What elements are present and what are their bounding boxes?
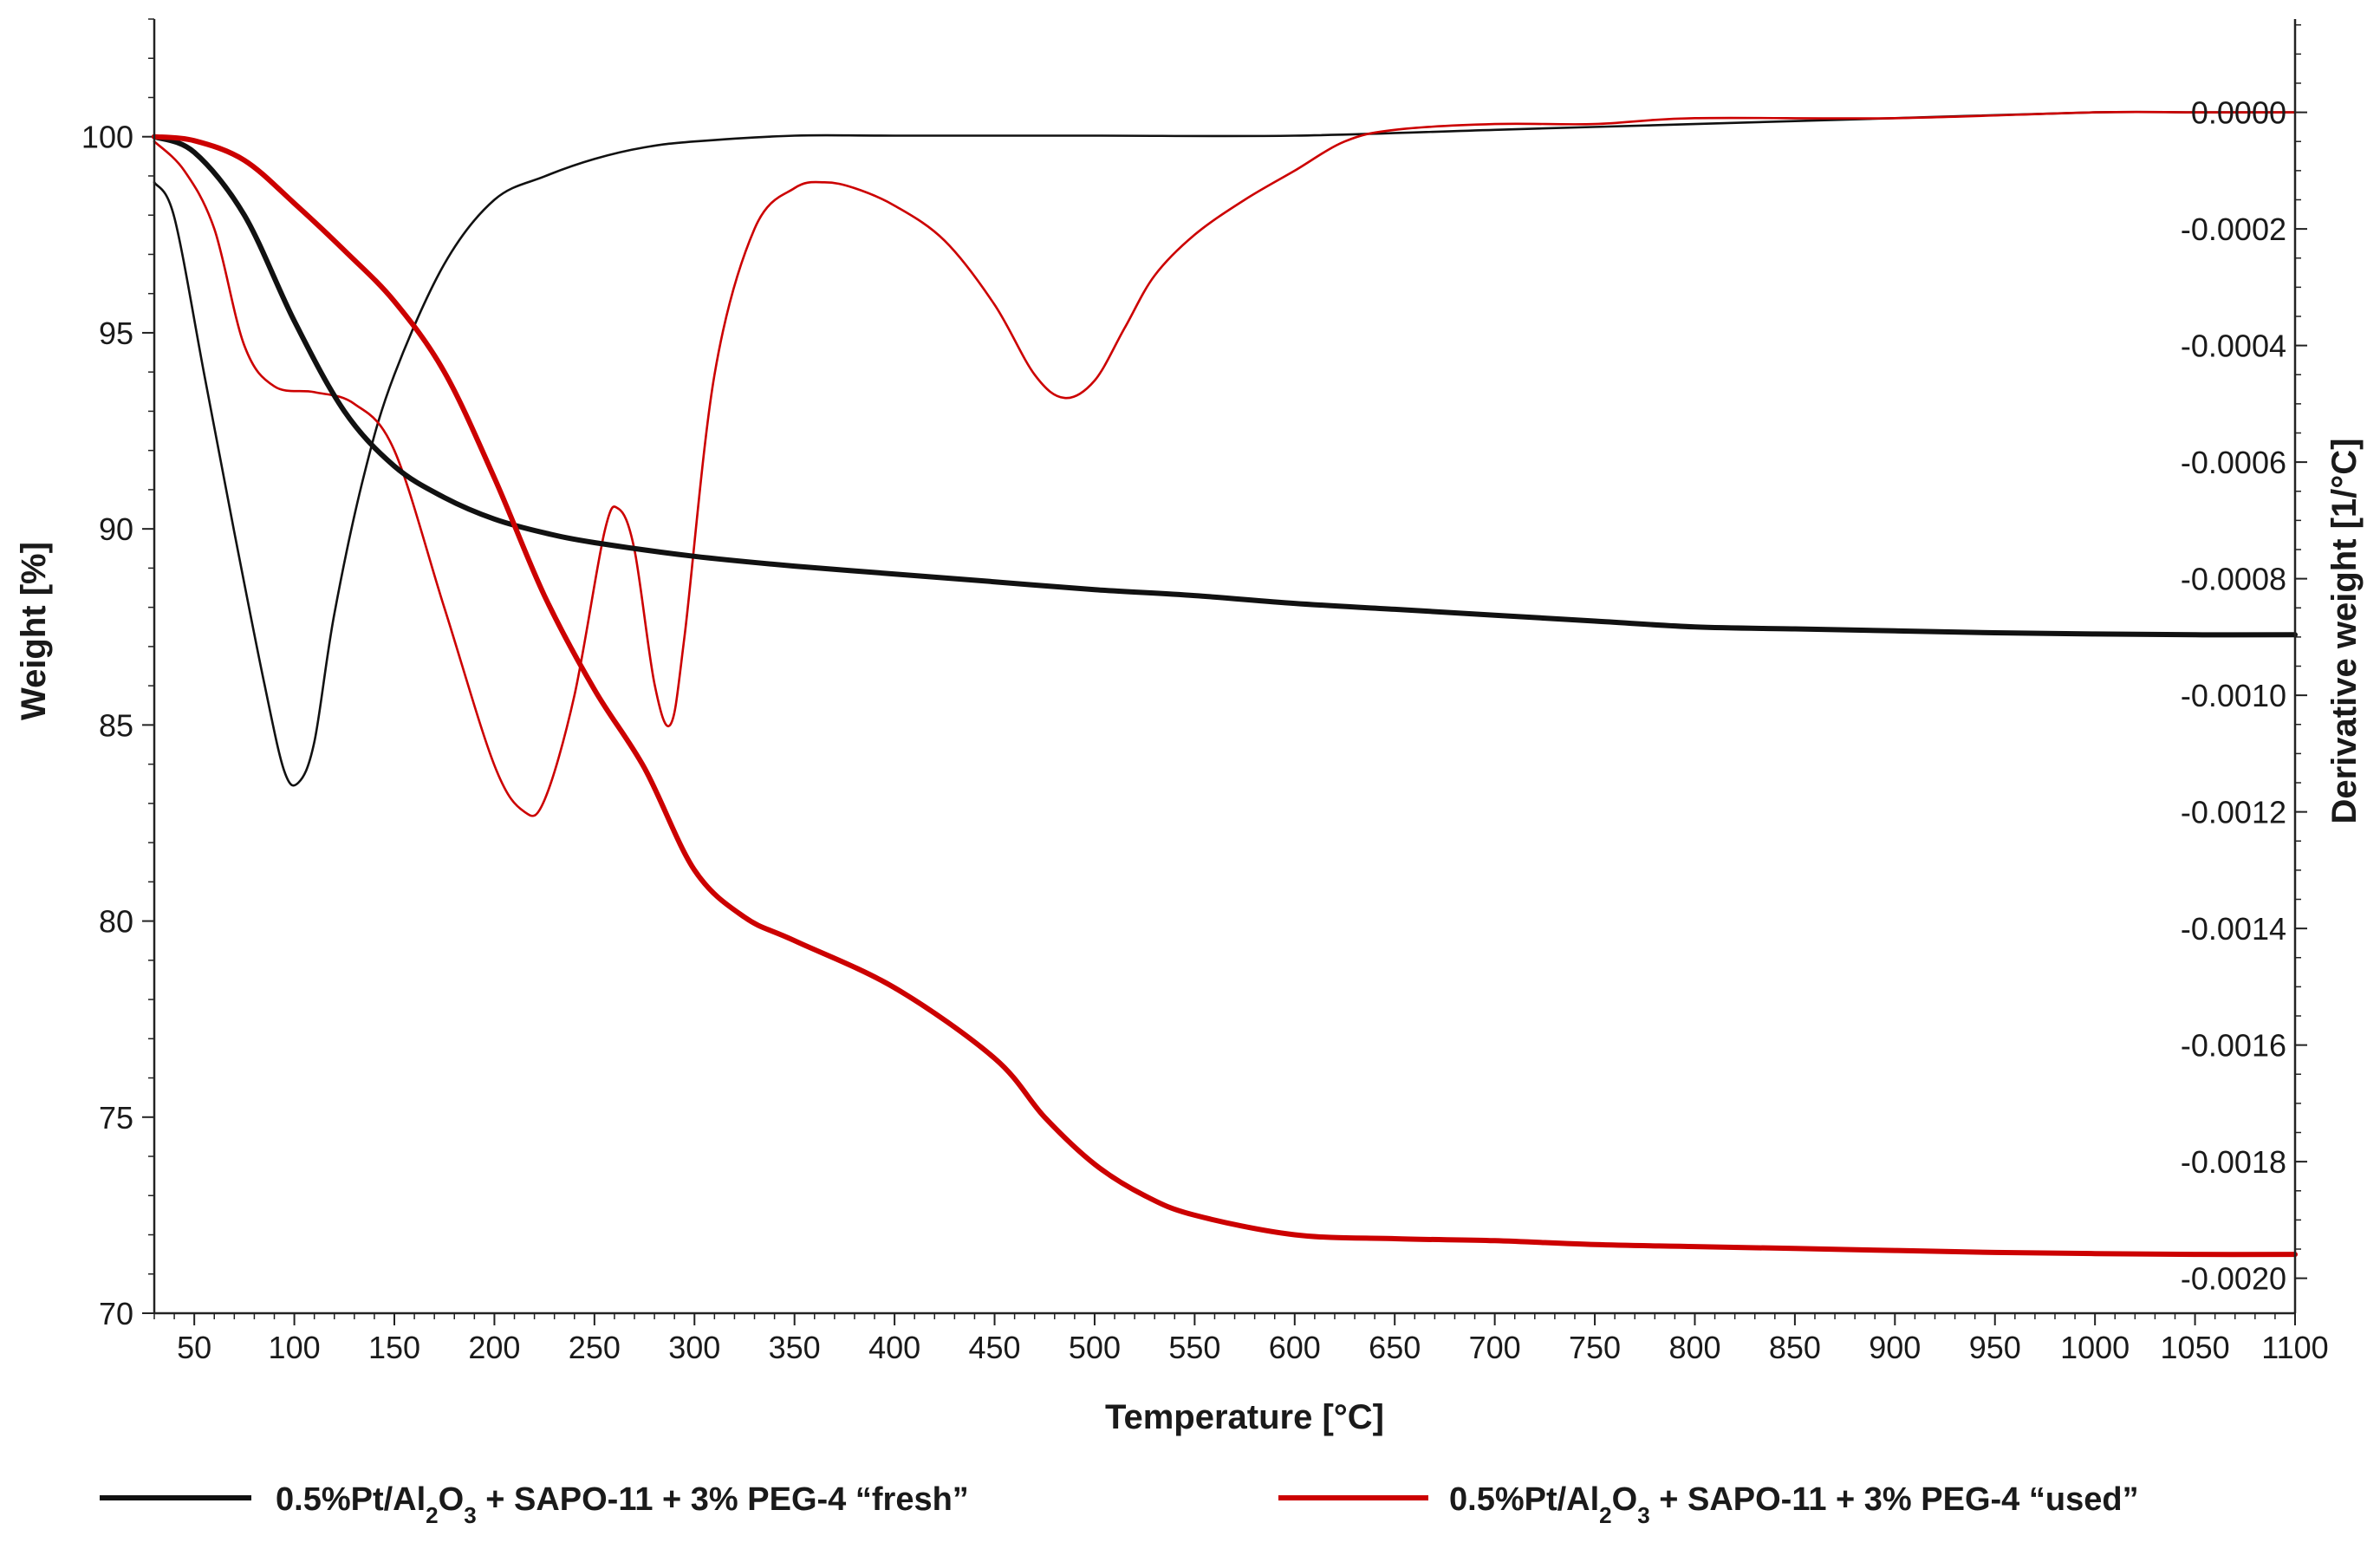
legend-used-mid: O — [1612, 1481, 1638, 1518]
y-left-tick-label: 100 — [81, 120, 133, 155]
y-left-tick-label: 80 — [99, 904, 133, 940]
y-right-tick-label: -0.0014 — [2181, 911, 2286, 947]
legend-used-suffix: + SAPO-11 + 3% PEG-4 “used” — [1650, 1481, 2139, 1518]
x-tick-label: 550 — [1168, 1330, 1220, 1365]
series-1-right-thin — [153, 110, 2297, 817]
y-left-tick-label: 70 — [99, 1296, 133, 1331]
x-tick-label: 650 — [1369, 1330, 1421, 1365]
y-right-tick-label: -0.0020 — [2181, 1261, 2286, 1297]
legend-label-fresh: 0.5%Pt/Al2O3 + SAPO-11 + 3% PEG-4 “fresh… — [276, 1481, 969, 1528]
series-2-left-thick — [152, 133, 2298, 638]
y-right-tick-label: -0.0010 — [2181, 678, 2286, 713]
tick-labels: 50 100 150 200 250 300 350 400 450 500 550 600 650 70… — [81, 95, 2329, 1365]
x-tick-label: 1000 — [2060, 1330, 2130, 1365]
tick-marks — [142, 18, 2307, 1325]
x-tick-label: 1050 — [2161, 1330, 2230, 1365]
legend-label-used: 0.5%Pt/Al2O3 + SAPO-11 + 3% PEG-4 “used” — [1449, 1481, 2139, 1528]
x-tick-label: 950 — [1969, 1330, 2021, 1365]
x-tick-label: 1100 — [2261, 1330, 2328, 1365]
x-tick-label: 100 — [269, 1330, 321, 1365]
legend-fresh-sub2: 3 — [464, 1502, 476, 1528]
x-tick-label: 850 — [1769, 1330, 1821, 1365]
x-tick-label: 500 — [1069, 1330, 1121, 1365]
legend-used-sub1: 2 — [1599, 1502, 1611, 1528]
y-left-tick-label: 95 — [99, 316, 133, 351]
x-tick-label: 750 — [1569, 1330, 1621, 1365]
y-left-tick-label: 85 — [99, 707, 133, 743]
y-right-tick-label: -0.0016 — [2181, 1028, 2286, 1064]
legend-fresh-mid: O — [439, 1481, 465, 1518]
x-tick-label: 800 — [1668, 1330, 1720, 1365]
y-right-tick-label: -0.0008 — [2181, 562, 2286, 597]
series-line — [152, 133, 2298, 638]
series-line — [152, 133, 2298, 1258]
x-tick-label: 50 — [177, 1330, 211, 1365]
legend-used-prefix: 0.5%Pt/Al — [1449, 1481, 1599, 1518]
plot-frame — [153, 19, 2297, 1315]
x-tick-label: 600 — [1269, 1330, 1321, 1365]
x-tick-label: 150 — [368, 1330, 420, 1365]
legend-used-sub2: 3 — [1637, 1502, 1649, 1528]
y-right-tick-label: -0.0018 — [2181, 1144, 2286, 1180]
y-right-tick-label: -0.0012 — [2181, 795, 2286, 830]
y-left-tick-label: 75 — [99, 1100, 133, 1136]
series-3-left-thick — [152, 133, 2298, 1258]
x-tick-label: 700 — [1469, 1330, 1521, 1365]
y-right-tick-label: -0.0004 — [2181, 329, 2286, 364]
x-tick-label: 250 — [569, 1330, 621, 1365]
legend-fresh-prefix: 0.5%Pt/Al — [276, 1481, 426, 1518]
y-right-tick-label: 0.0000 — [2191, 95, 2286, 131]
x-tick-label: 900 — [1869, 1330, 1921, 1365]
y-left-axis-title: Weight [%] — [15, 542, 53, 720]
series-layer — [152, 110, 2298, 1258]
x-tick-label: 350 — [769, 1330, 821, 1365]
x-axis-title: Temperature [°C] — [1105, 1398, 1384, 1436]
x-tick-label: 200 — [468, 1330, 520, 1365]
y-right-tick-label: -0.0002 — [2181, 212, 2286, 247]
legend: 0.5%Pt/Al2O3 + SAPO-11 + 3% PEG-4 “fresh… — [100, 1481, 2139, 1528]
legend-fresh-sub1: 2 — [426, 1502, 438, 1528]
y-right-axis-title: Derivative weight [1/°C] — [2325, 439, 2364, 824]
x-tick-label: 300 — [668, 1330, 720, 1365]
y-left-tick-label: 90 — [99, 511, 133, 547]
x-tick-label: 450 — [968, 1330, 1020, 1365]
series-0-right-thin — [153, 110, 2297, 787]
x-tick-label: 400 — [868, 1330, 920, 1365]
y-right-tick-label: -0.0006 — [2181, 445, 2286, 480]
legend-fresh-suffix: + SAPO-11 + 3% PEG-4 “fresh” — [477, 1481, 969, 1518]
